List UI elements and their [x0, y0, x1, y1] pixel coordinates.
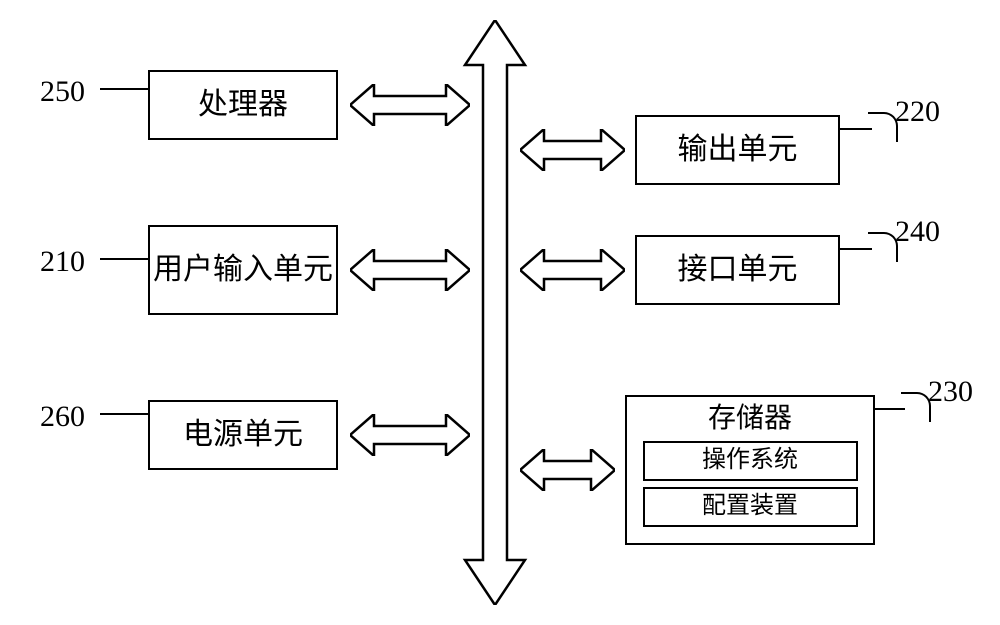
arrow-output — [520, 129, 625, 171]
ref-230: 230 — [928, 375, 973, 409]
block-user-input: 用户输入单元 — [148, 225, 338, 315]
memory-item-os: 操作系统 — [643, 441, 858, 481]
arrow-processor — [350, 84, 470, 126]
block-interface-label: 接口单元 — [678, 253, 798, 288]
arrow-power — [350, 414, 470, 456]
ref-220: 220 — [895, 95, 940, 129]
arrow-user-input — [350, 249, 470, 291]
ref-260: 260 — [40, 400, 85, 434]
ref-210: 210 — [40, 245, 85, 279]
ref-240: 240 — [895, 215, 940, 249]
block-interface: 接口单元 — [635, 235, 840, 305]
arrow-memory — [520, 449, 615, 491]
diagram-canvas: 250 处理器 210 用户输入单元 260 电源单元 输出单元 220 接口单… — [0, 0, 1000, 625]
lead-260 — [100, 413, 148, 415]
block-power: 电源单元 — [148, 400, 338, 470]
block-processor: 处理器 — [148, 70, 338, 140]
block-memory: 存储器 操作系统 配置装置 — [625, 395, 875, 545]
lead-220-curve — [868, 112, 898, 142]
lead-230-curve — [901, 392, 931, 422]
block-memory-label: 存储器 — [708, 403, 792, 435]
block-power-label: 电源单元 — [183, 418, 303, 453]
memory-item-config: 配置装置 — [643, 487, 858, 527]
block-user-input-label: 用户输入单元 — [153, 253, 333, 288]
block-output-label: 输出单元 — [678, 133, 798, 168]
arrow-interface — [520, 249, 625, 291]
ref-250: 250 — [40, 75, 85, 109]
memory-item-os-label: 操作系统 — [702, 447, 798, 475]
block-processor-label: 处理器 — [198, 88, 288, 123]
lead-250 — [100, 88, 148, 90]
block-output: 输出单元 — [635, 115, 840, 185]
memory-item-config-label: 配置装置 — [702, 493, 798, 521]
lead-240-curve — [868, 232, 898, 262]
lead-210 — [100, 258, 148, 260]
